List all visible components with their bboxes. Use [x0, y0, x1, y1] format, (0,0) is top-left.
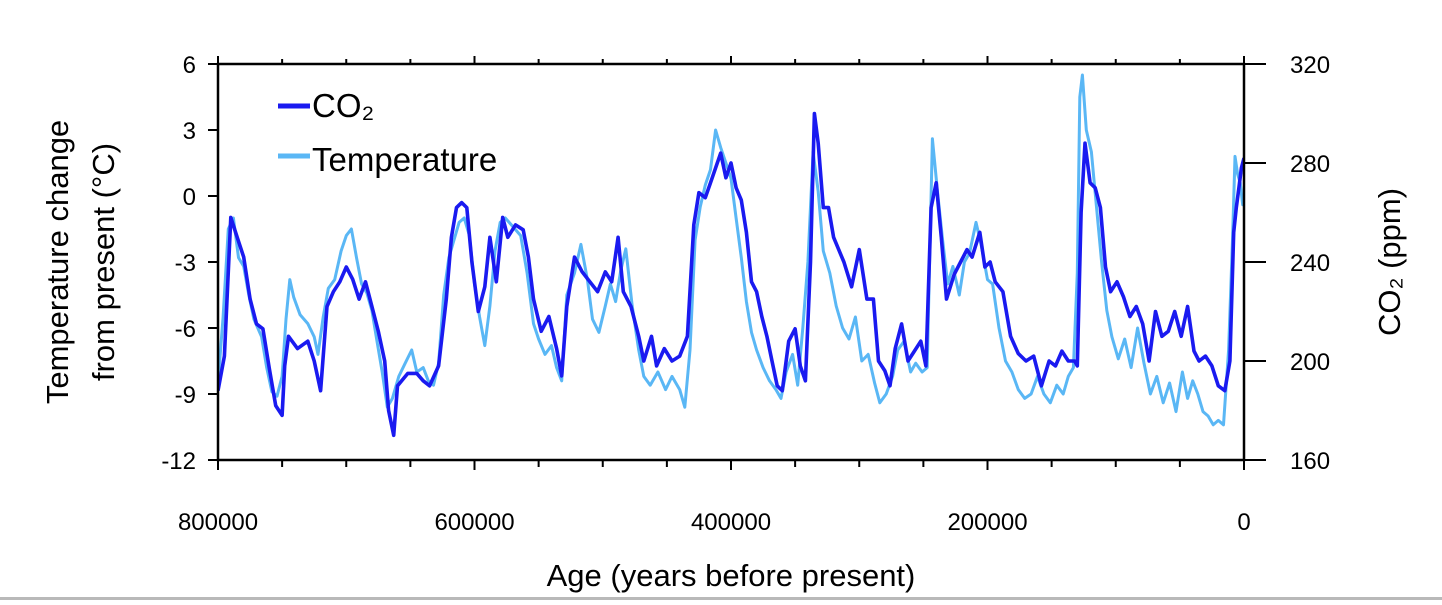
- y-axis-right-title: CO₂ (ppm): [1372, 188, 1407, 336]
- x-axis-title: Age (years before present): [547, 558, 916, 593]
- y-right-tick-label: 320: [1290, 52, 1330, 79]
- x-tick-label: 0: [1237, 509, 1250, 536]
- y-left-tick-label: -6: [175, 316, 196, 343]
- y-left-tick-label: 6: [183, 52, 196, 79]
- legend-label-co2: CO₂: [312, 87, 374, 124]
- x-tick-label: 200000: [947, 509, 1027, 536]
- axes-layer: 800000 600000 400000 200000 0 6 3 0 -3 -6 -9 -12 320…: [161, 52, 1330, 536]
- series-line-co2: [218, 111, 1244, 438]
- y-axis-left-title: Temperature change from present (°C): [40, 120, 121, 404]
- legend: CO₂ Temperature: [278, 87, 497, 178]
- y-left-tick-label: -3: [175, 250, 196, 277]
- series-line-temperature: [218, 73, 1244, 427]
- x-tick-label: 800000: [178, 509, 258, 536]
- y-right-tick-label: 240: [1290, 250, 1330, 277]
- x-tick-label: 600000: [434, 509, 514, 536]
- legend-label-temperature: Temperature: [312, 141, 497, 178]
- y-axis-left-title-line-1: Temperature change: [40, 120, 75, 404]
- series-layer: [218, 73, 1244, 438]
- y-axis-left-title-line-2: from present (°C): [86, 143, 121, 381]
- y-left-tick-label: -9: [175, 382, 196, 409]
- bottom-divider: [0, 597, 1442, 600]
- y-right-tick-label: 280: [1290, 151, 1330, 178]
- y-left-tick-label: -12: [161, 448, 196, 475]
- y-left-tick-label: 0: [183, 184, 196, 211]
- x-tick-label: 400000: [691, 509, 771, 536]
- y-right-tick-label: 160: [1290, 448, 1330, 475]
- y-right-tick-label: 200: [1290, 349, 1330, 376]
- y-left-tick-label: 3: [183, 118, 196, 145]
